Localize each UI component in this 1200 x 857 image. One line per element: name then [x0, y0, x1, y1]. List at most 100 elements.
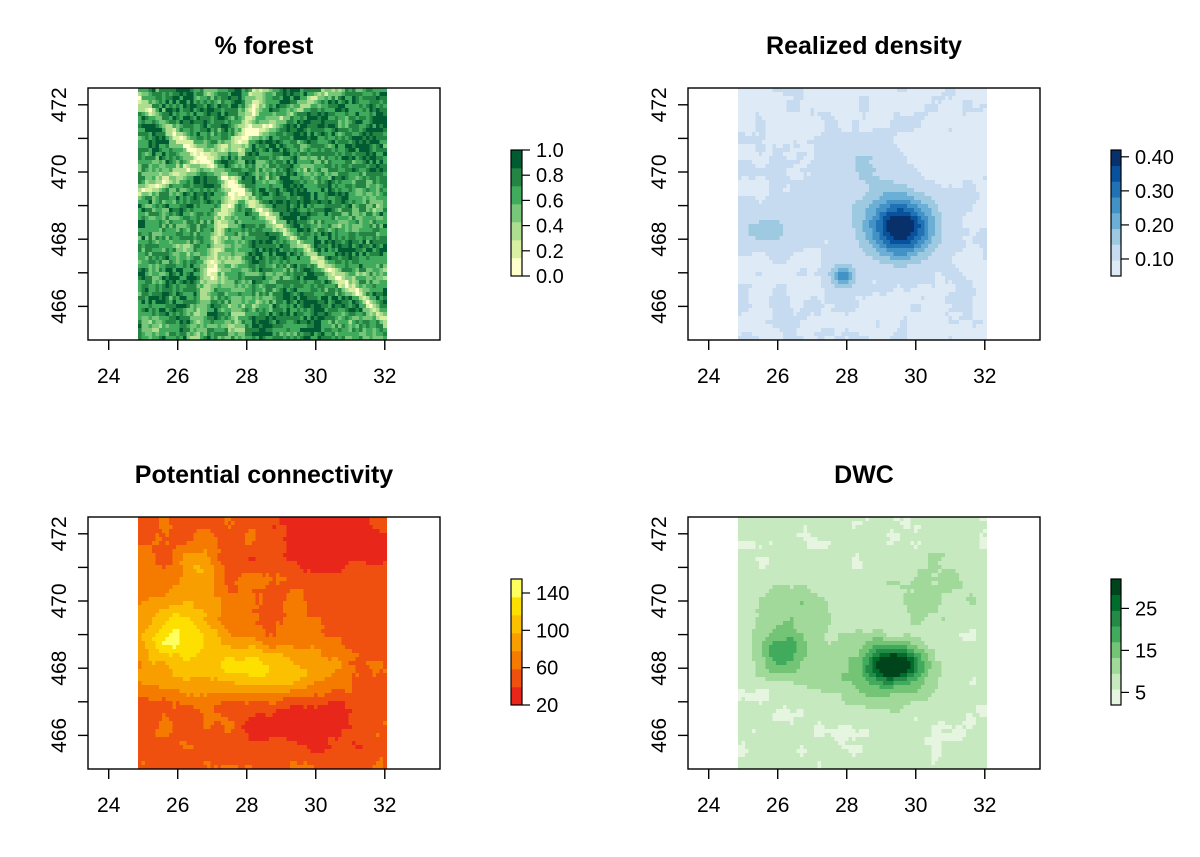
y-tick-label: 468: [48, 222, 71, 257]
raster-cell: [300, 112, 305, 117]
raster-cell: [889, 108, 894, 113]
raster-cell: [169, 180, 174, 185]
raster-cell: [279, 300, 284, 305]
raster-cell: [182, 312, 187, 317]
raster-cell: [372, 232, 377, 237]
raster-cell: [203, 188, 208, 193]
raster-cell: [269, 284, 274, 289]
raster-cell: [341, 136, 346, 141]
raster-cell: [331, 280, 336, 285]
raster-cell: [213, 324, 219, 329]
raster-cell: [151, 96, 156, 101]
raster-cell: [327, 136, 332, 141]
raster-cell: [307, 220, 312, 225]
raster-cell: [245, 232, 250, 237]
raster-cell: [220, 260, 225, 265]
raster-cell: [227, 280, 232, 285]
raster-cell: [369, 248, 374, 253]
raster-cell: [138, 208, 143, 213]
raster-cell: [341, 244, 346, 249]
raster-cell: [207, 332, 212, 337]
raster-cell: [138, 248, 143, 253]
raster-cell: [217, 196, 222, 201]
raster-cell: [165, 272, 170, 277]
raster-cell: [310, 164, 315, 169]
raster-cell: [165, 168, 170, 173]
raster-cell: [213, 188, 219, 193]
raster-cell: [372, 172, 377, 177]
raster-cell: [144, 300, 149, 305]
raster-cell: [962, 92, 967, 97]
raster-cell: [262, 144, 267, 149]
raster-cell: [269, 320, 274, 325]
raster-cell: [162, 124, 167, 129]
raster-cell: [213, 212, 219, 217]
raster-cell: [265, 100, 270, 105]
raster-cell: [365, 300, 370, 305]
raster-cell: [200, 260, 205, 265]
raster-cell: [165, 192, 170, 197]
raster-cell: [300, 212, 305, 217]
raster-cell: [293, 104, 298, 109]
raster-cell: [803, 104, 808, 109]
raster-cell: [258, 264, 263, 269]
raster-cell: [314, 104, 319, 109]
raster-cell: [269, 116, 274, 121]
raster-cell: [169, 184, 174, 189]
raster-cell: [324, 188, 329, 193]
raster-cell: [314, 264, 319, 269]
raster-cell: [182, 272, 187, 277]
raster-cell: [144, 172, 149, 177]
raster-cell: [251, 252, 256, 257]
raster-cell: [200, 272, 205, 277]
raster-cell: [334, 192, 339, 197]
raster-cell: [782, 100, 787, 105]
raster-cell: [245, 300, 250, 305]
raster-cell: [172, 152, 177, 157]
raster-cell: [324, 144, 329, 149]
raster-cell: [286, 248, 291, 253]
raster-cell: [352, 332, 357, 337]
raster-cell: [365, 124, 370, 129]
raster-cell: [158, 296, 163, 301]
raster-cell: [217, 160, 222, 165]
raster-cell: [200, 296, 205, 301]
raster-cell: [300, 252, 305, 257]
raster-cell: [355, 276, 360, 281]
raster-cell: [238, 200, 243, 205]
raster-cell: [165, 152, 170, 157]
raster-cell: [310, 336, 315, 341]
raster-cell: [348, 324, 353, 329]
raster-cell: [765, 108, 770, 113]
raster-cell: [738, 104, 743, 109]
raster-cell: [334, 184, 339, 189]
raster-cell: [848, 92, 853, 97]
raster-cell: [331, 208, 336, 213]
raster-cell: [193, 244, 198, 249]
raster-cell: [186, 108, 191, 113]
raster-cell: [207, 124, 212, 129]
raster-cell: [220, 116, 225, 121]
raster-cell: [238, 212, 243, 217]
raster-cell: [224, 136, 229, 141]
raster-cell: [345, 216, 350, 221]
raster-cell: [238, 324, 243, 329]
raster-cell: [203, 244, 208, 249]
raster-cell: [162, 184, 167, 189]
raster-cell: [141, 260, 146, 265]
raster-cell: [151, 260, 156, 265]
raster-cell: [207, 96, 212, 101]
raster-cell: [276, 120, 281, 125]
raster-cell: [886, 108, 891, 113]
raster-cell: [248, 304, 253, 309]
raster-cell: [138, 280, 143, 285]
raster-cell: [741, 92, 746, 97]
raster-cell: [148, 216, 153, 221]
raster-cell: [341, 200, 346, 205]
raster-cell: [324, 104, 329, 109]
raster-cell: [186, 228, 191, 233]
raster-cell: [320, 180, 325, 185]
raster-cell: [317, 152, 322, 157]
raster-cell: [372, 180, 377, 185]
raster-cell: [189, 260, 194, 265]
